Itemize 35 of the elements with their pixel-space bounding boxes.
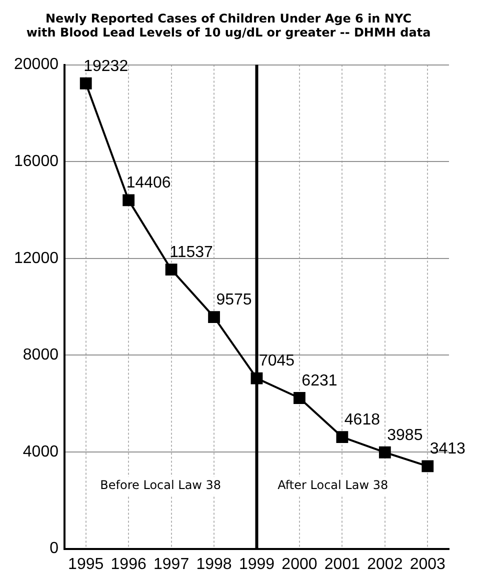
point <box>122 194 135 206</box>
data-label: 7045 <box>258 352 295 370</box>
data-label: 3985 <box>387 426 423 444</box>
data-label: 9575 <box>216 291 252 308</box>
x-tick-label: 2003 <box>410 556 446 573</box>
annotation: Before Local Law 38 <box>100 478 222 492</box>
x-tick-label: 1998 <box>196 556 232 573</box>
data-label: 6231 <box>302 372 338 390</box>
y-tick-label: 0 <box>50 540 59 558</box>
y-tick-label: 12000 <box>14 250 59 267</box>
x-tick-label: 2002 <box>367 556 403 573</box>
y-tick-label: 8000 <box>22 346 59 364</box>
y-tick-label: 4000 <box>22 443 59 460</box>
data-label: 11537 <box>170 244 214 262</box>
data-label: 3413 <box>430 440 466 458</box>
data-label: 14406 <box>126 174 171 192</box>
point <box>336 431 348 443</box>
x-tick-label: 1996 <box>110 556 146 573</box>
point <box>208 311 220 324</box>
data-label: 4618 <box>344 411 380 428</box>
point <box>165 264 178 276</box>
data-label: 19232 <box>84 58 128 75</box>
y-tick-label: 16000 <box>14 153 59 170</box>
point <box>294 392 306 404</box>
point <box>378 446 391 458</box>
annotation: After Local Law 38 <box>278 478 388 492</box>
point <box>80 77 92 90</box>
x-tick-label: 1995 <box>68 556 104 573</box>
point <box>422 460 434 472</box>
x-tick-label: 1999 <box>238 556 275 573</box>
x-tick-label: 1997 <box>154 556 190 573</box>
x-tick-label: 2001 <box>324 556 360 573</box>
x-tick-label: 2000 <box>282 556 318 573</box>
y-tick-label: 20000 <box>14 56 59 74</box>
chart-title: Newly Reported Cases of Children Under Age 6 in NYC with Blood Lead Levels of 10 ug/dL or greater -- DHMH data <box>26 11 431 40</box>
